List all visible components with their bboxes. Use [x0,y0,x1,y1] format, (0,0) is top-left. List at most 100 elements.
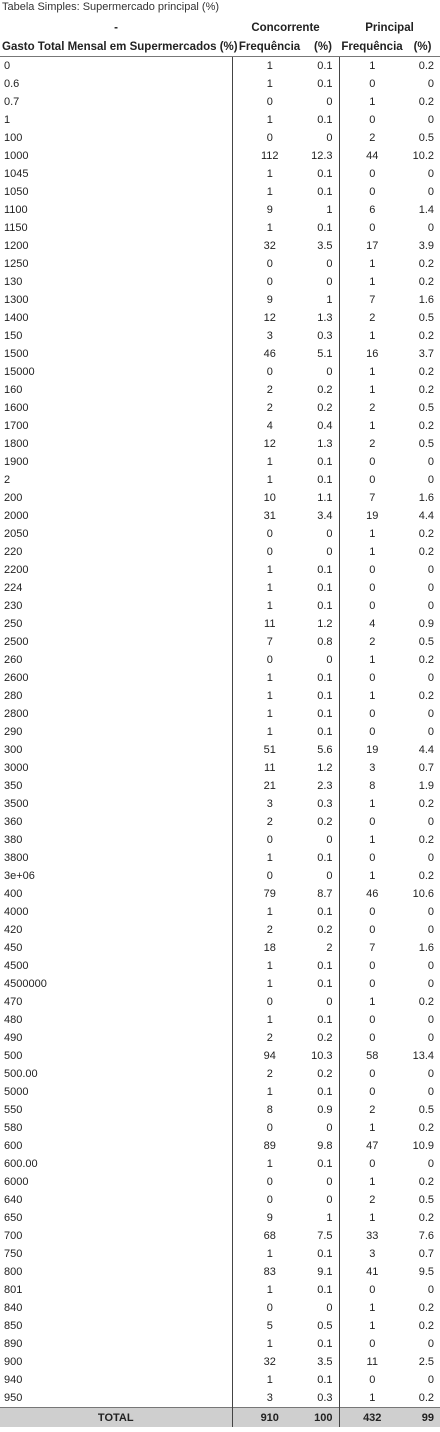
cell-row-label: 950 [4,1392,23,1404]
cell-frequency-principal: 0 [338,903,405,921]
table-row: 900 32 3.5 11 2.5 [0,1353,440,1371]
table-row: 130 0 0 1 0.2 [0,273,440,291]
cell-percent-concorrente: 0.1 [317,222,333,234]
cell-frequency-principal: 1 [338,56,405,75]
cell-frequency-principal: 2 [338,129,405,147]
table-row: 350 21 2.3 8 1.9 [0,777,440,795]
cell-percent-concorrente: 0 [326,654,333,666]
cell-percent-principal: 0.2 [418,654,435,666]
cell-row-label: 130 [4,276,23,288]
cell-frequency-concorrente: 2 [231,1029,307,1047]
cell-percent-principal: 0 [427,1068,435,1080]
cell-percent-principal: 0.7 [418,1248,435,1260]
cell-row-label: 900 [4,1356,23,1368]
cell-percent-principal: 0.5 [418,312,435,324]
cell-percent-principal: 0 [427,816,435,828]
cell-percent-principal: 0 [427,1032,435,1044]
table-row: 500.00 2 0.2 0 0 [0,1065,440,1083]
cell-row-label: 850 [4,1320,23,1332]
cell-frequency-principal: 2 [338,399,405,417]
cell-row-label: 4000 [4,906,29,918]
cell-row-label: 700 [4,1230,23,1242]
cell-frequency-concorrente: 51 [231,741,307,759]
cell-percent-principal: 0 [427,960,435,972]
cell-row-label: 224 [4,582,23,594]
cell-percent-principal: 0.2 [418,1392,435,1404]
cell-frequency-concorrente: 2 [231,399,307,417]
cell-row-label: 450 [4,942,23,954]
column-header-frequency-principal: Frequência [339,37,405,57]
cell-row-label: 500 [4,1050,23,1062]
cell-percent-principal: 0.5 [418,1104,435,1116]
cell-frequency-concorrente: 9 [231,1209,307,1227]
cell-row-label: 2 [4,474,11,486]
cell-percent-principal: 0 [427,474,435,486]
cell-frequency-principal: 0 [338,813,405,831]
cell-row-label: 260 [4,654,23,666]
cell-percent-concorrente: 0.1 [317,1284,333,1296]
cell-frequency-concorrente: 12 [231,309,307,327]
cell-row-label: 360 [4,816,23,828]
cell-row-label: 2200 [4,564,29,576]
cell-percent-concorrente: 0 [326,132,333,144]
cell-percent-concorrente: 0.5 [317,1320,333,1332]
cell-percent-principal: 0 [427,1284,435,1296]
cell-percent-principal: 0.2 [418,834,435,846]
cell-frequency-principal: 1 [338,1317,405,1335]
cell-percent-concorrente: 0.3 [317,798,333,810]
cell-row-label: 3800 [4,852,29,864]
cell-percent-principal: 0.2 [418,384,435,396]
table-row: 160 2 0.2 1 0.2 [0,381,440,399]
group-header-concorrente: Concorrente [251,21,320,34]
cell-percent-principal: 0 [427,1338,435,1350]
cell-frequency-principal: 0 [338,1029,405,1047]
table-row: 2800 1 0.1 0 0 [0,705,440,723]
cell-row-label: 400 [4,888,23,900]
table-row: 1250 0 0 1 0.2 [0,255,440,273]
table-row: 3e+06 0 0 1 0.2 [0,867,440,885]
cell-frequency-concorrente: 8 [231,1101,307,1119]
cell-percent-concorrente: 0.1 [317,564,333,576]
cell-frequency-principal: 19 [338,507,405,525]
cell-percent-concorrente: 5.6 [317,744,333,756]
table-row: 400 79 8.7 46 10.6 [0,885,440,903]
table-row: 100 0 0 2 0.5 [0,129,440,147]
table-row: 750 1 0.1 3 0.7 [0,1245,440,1263]
cell-frequency-concorrente: 32 [231,1353,307,1371]
cell-frequency-concorrente: 1 [231,723,307,741]
cell-percent-principal: 4.4 [418,744,435,756]
cell-percent-concorrente: 2 [326,942,333,954]
cell-percent-concorrente: 0.1 [317,978,333,990]
cell-row-label: 6000 [4,1176,29,1188]
cell-frequency-principal: 1 [338,795,405,813]
cell-percent-principal: 3.9 [418,240,435,252]
table-row: 1050 1 0.1 0 0 [0,183,440,201]
cell-row-label: 250 [4,618,23,630]
cell-percent-concorrente: 0.1 [317,852,333,864]
cell-row-label: 2500 [4,636,29,648]
cell-percent-principal: 0 [427,1014,435,1026]
cell-frequency-concorrente: 1 [231,597,307,615]
cell-percent-principal: 0 [427,924,435,936]
cell-percent-principal: 0.2 [418,528,435,540]
cell-frequency-concorrente: 7 [231,633,307,651]
cell-percent-principal: 0.5 [418,132,435,144]
cell-row-label: 1200 [4,240,29,252]
cell-percent-principal: 0 [427,978,435,990]
cell-frequency-principal: 1 [338,651,405,669]
table-row: 1800 12 1.3 2 0.5 [0,435,440,453]
cell-percent-concorrente: 0.1 [317,186,333,198]
table-row: 840 0 0 1 0.2 [0,1299,440,1317]
cell-percent-principal: 2.5 [418,1356,435,1368]
cell-frequency-concorrente: 12 [231,435,307,453]
cell-frequency-principal: 0 [338,597,405,615]
table-row: 480 1 0.1 0 0 [0,1011,440,1029]
cell-percent-principal: 0.2 [418,96,435,108]
cell-frequency-concorrente: 1 [231,471,307,489]
cell-row-label: 1400 [4,312,29,324]
cell-percent-principal: 0.2 [418,330,435,342]
cell-frequency-concorrente: 1 [231,849,307,867]
cell-percent-concorrente: 0.1 [317,1338,333,1350]
table-row: 1045 1 0.1 0 0 [0,165,440,183]
cell-frequency-concorrente: 1 [231,975,307,993]
